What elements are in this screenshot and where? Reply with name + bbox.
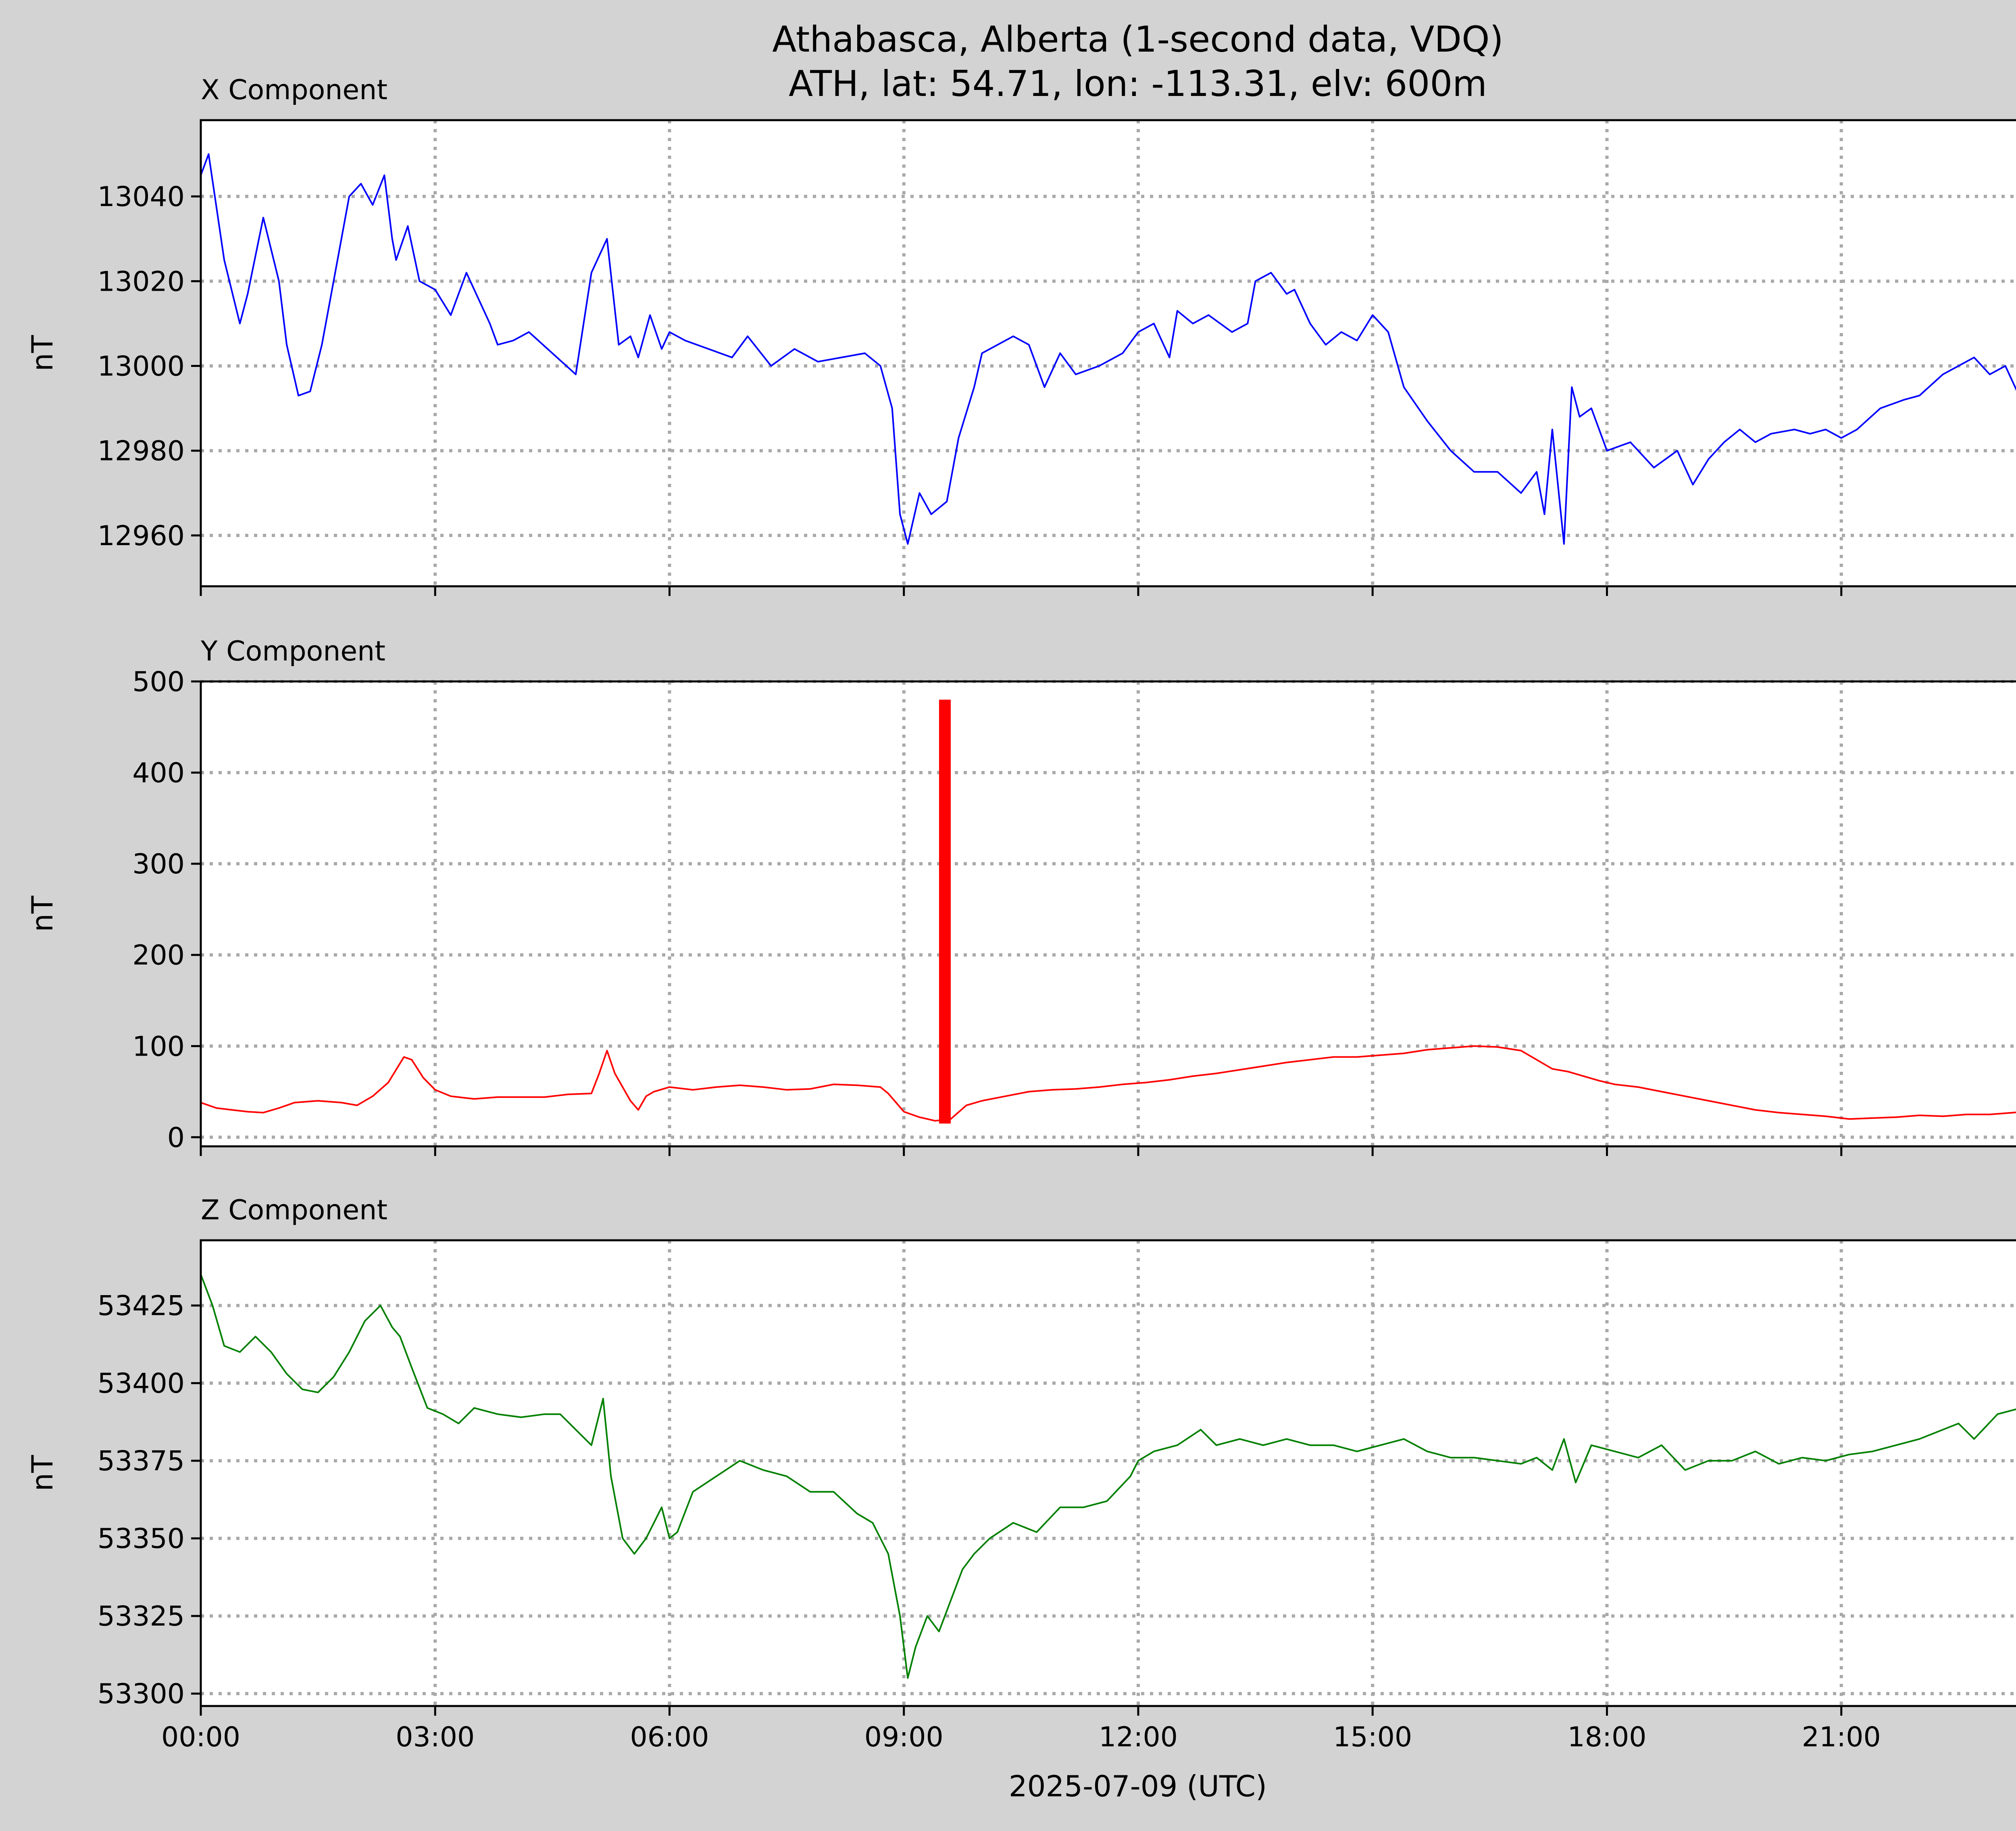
y-tick-label-x-2: 13000: [98, 351, 185, 383]
y-tick-label-z-2: 53350: [98, 1523, 185, 1555]
x-tick-label-7: 21:00: [1802, 1721, 1881, 1753]
series-line-y: [201, 1045, 2016, 1122]
y-tick-label-z-0: 53300: [98, 1678, 185, 1710]
x-tick-label-0: 00:00: [161, 1721, 240, 1753]
panel-x: 12960 12980 13000 13020 13040 X Component nT: [25, 74, 2016, 596]
x-axis-label: 2025-07-09 (UTC): [1009, 1769, 1267, 1803]
y-tick-label-z-5: 53425: [98, 1290, 185, 1322]
y-tick-label-y-0: 0: [167, 1122, 185, 1154]
x-tick-label-3: 09:00: [864, 1721, 943, 1753]
chart-subtitle: ATH, lat: 54.71, lon: -113.31, elv: 600m: [789, 63, 1487, 104]
y-tick-label-z-4: 53400: [98, 1368, 185, 1400]
panel-title-x: X Component: [201, 74, 387, 106]
panels-layer: 12960 12980 13000 13020 13040 X Component nT 0 1…: [25, 74, 2016, 1753]
y-tick-label-x-4: 13040: [98, 181, 185, 213]
x-tick-label-5: 15:00: [1333, 1721, 1412, 1753]
y-tick-label-x-1: 12980: [98, 435, 185, 467]
plot-area-x: [201, 120, 2016, 586]
y-axis-label-y: nT: [25, 896, 59, 932]
series-spike-y: [939, 700, 951, 1124]
panel-title-z: Z Component: [201, 1194, 387, 1226]
series-line-z: [201, 1274, 2016, 1679]
x-tick-label-4: 12:00: [1099, 1721, 1178, 1753]
x-tick-label-2: 06:00: [630, 1721, 709, 1753]
panel-z: 53300 53325 53350 53375 53400 53425 00:00 03:00…: [25, 1194, 2016, 1753]
y-tick-label-x-3: 13020: [98, 266, 185, 298]
x-tick-label-1: 03:00: [396, 1721, 475, 1753]
y-tick-label-y-1: 100: [132, 1031, 185, 1062]
plot-area-z: [201, 1240, 2016, 1706]
y-tick-label-z-1: 53325: [98, 1601, 185, 1633]
x-tick-label-6: 18:00: [1568, 1721, 1647, 1753]
y-axis-label-x: nT: [25, 335, 59, 371]
chart-title: Athabasca, Alberta (1-second data, VDQ): [772, 19, 1504, 60]
panel-y: 0 100 200 300 400 500 Y Component nT: [25, 635, 2016, 1156]
plot-area-y: [201, 681, 2016, 1146]
panel-title-y: Y Component: [200, 635, 385, 667]
series-line-x: [201, 153, 2016, 545]
y-tick-label-y-4: 400: [132, 757, 185, 789]
y-tick-label-y-3: 300: [132, 848, 185, 880]
y-tick-label-z-3: 53375: [98, 1446, 185, 1477]
y-tick-label-x-0: 12960: [98, 520, 185, 552]
y-tick-label-y-5: 500: [132, 666, 185, 698]
y-axis-label-z: nT: [25, 1455, 59, 1491]
y-tick-label-y-2: 200: [132, 939, 185, 971]
